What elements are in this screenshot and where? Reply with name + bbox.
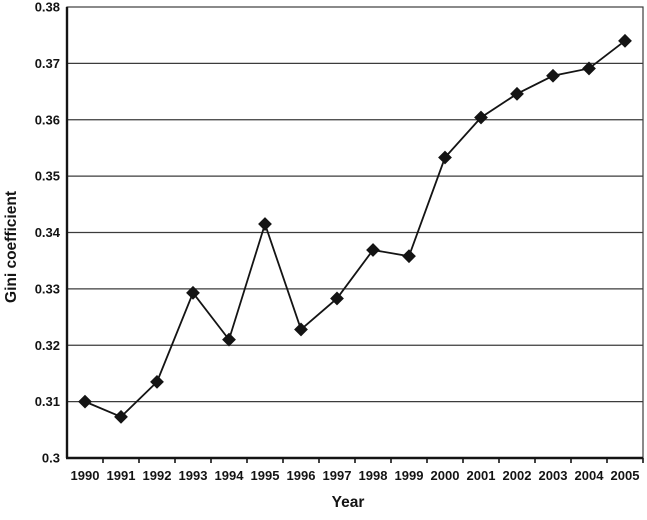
data-point-marker	[366, 243, 380, 257]
data-point-marker	[330, 291, 344, 306]
data-point-marker	[618, 33, 632, 48]
y-tick-label: 0.33	[35, 281, 60, 296]
data-point-marker	[114, 409, 128, 424]
x-tick-label: 1992	[143, 468, 172, 483]
y-axis-title: Gini coefficient	[3, 191, 20, 303]
y-tick-label: 0.35	[35, 169, 60, 184]
x-tick-label: 1990	[71, 468, 100, 483]
y-tick-label: 0.32	[35, 338, 60, 353]
x-axis-title: Year	[332, 494, 365, 511]
x-tick-label: 1996	[287, 468, 316, 483]
data-point-marker	[186, 285, 200, 300]
x-tick-label: 2002	[503, 468, 532, 483]
data-point-marker	[150, 374, 164, 389]
y-tick-label: 0.37	[35, 56, 60, 71]
series-line	[84, 40, 626, 418]
data-point-marker	[582, 61, 596, 76]
x-tick-label: 2001	[467, 468, 496, 483]
data-point-marker	[546, 68, 560, 83]
x-tick-label: 2000	[431, 468, 460, 483]
x-axis-ticks	[102, 458, 644, 463]
x-tick-label: 2005	[611, 468, 640, 483]
x-tick-label: 2003	[539, 468, 568, 483]
y-tick-label: 0.34	[35, 225, 61, 240]
gridlines	[67, 62, 643, 403]
x-tick-label: 1991	[107, 468, 136, 483]
x-tick-labels: 1990 1991 1992 1993 1994 1995 1996 1997 1998 1999…	[71, 468, 640, 483]
data-series	[78, 33, 632, 424]
data-point-marker	[258, 217, 272, 231]
x-tick-label: 1997	[323, 468, 352, 483]
y-tick-label: 0.38	[35, 0, 60, 15]
x-tick-label: 1999	[395, 468, 424, 483]
data-point-marker	[402, 249, 416, 264]
x-tick-label: 1998	[359, 468, 388, 483]
x-tick-label: 1994	[215, 468, 245, 483]
y-tick-label: 0.36	[35, 112, 60, 127]
y-tick-label: 0.31	[35, 394, 60, 409]
data-point-marker	[474, 110, 488, 125]
data-point-marker	[78, 394, 92, 409]
data-point-marker	[438, 150, 452, 165]
data-point-marker	[222, 332, 236, 347]
x-tick-label: 1993	[179, 468, 208, 483]
y-tick-label: 0.3	[42, 451, 60, 466]
x-tick-label: 1995	[251, 468, 280, 483]
y-tick-labels: 0.3 0.31 0.32 0.33 0.34 0.35 0.36 0.37 0.38	[35, 0, 61, 466]
data-point-marker	[510, 86, 524, 101]
data-point-marker	[294, 322, 308, 337]
x-tick-label: 2004	[575, 468, 605, 483]
